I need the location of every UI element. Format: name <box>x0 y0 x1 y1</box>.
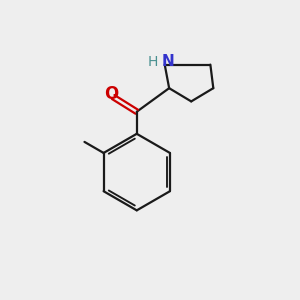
Text: H: H <box>148 55 158 69</box>
Text: O: O <box>104 85 118 103</box>
Text: N: N <box>162 54 175 69</box>
